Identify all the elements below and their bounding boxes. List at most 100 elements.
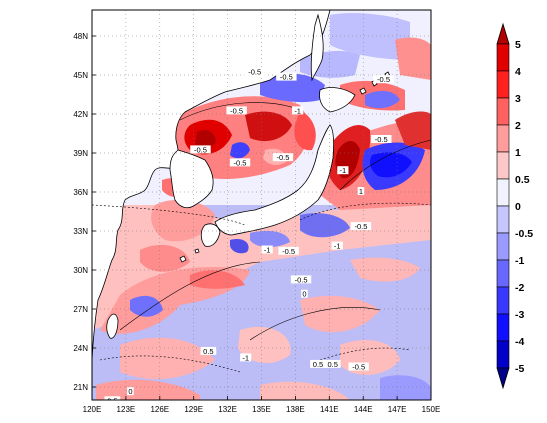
sakhalin <box>310 13 324 82</box>
contour-label-bg <box>200 346 217 355</box>
asian-mainland <box>92 10 331 361</box>
contour-label: -1 <box>340 166 347 175</box>
colorbar-label: -2 <box>515 282 524 294</box>
japan-kyushu <box>200 223 221 247</box>
colorbar-label: -0.5 <box>515 228 533 240</box>
contour-label: 0 <box>302 290 306 299</box>
lon-tick-label: 123E <box>117 405 136 414</box>
lon-tick-label: 138E <box>286 405 305 414</box>
colorbar-swatch <box>496 124 510 153</box>
contour-label-bg <box>240 353 252 362</box>
colorbar-swatch <box>496 151 510 180</box>
contour-label: -0.5 <box>375 135 388 144</box>
contour-label-bg <box>261 245 273 254</box>
lon-tick-label: 147E <box>388 405 407 414</box>
contour-label-bg <box>310 359 326 368</box>
lat-tick-label: 36N <box>73 188 88 197</box>
contour-label: -0.5 <box>248 67 261 76</box>
contour-label: -0.5 <box>194 145 207 154</box>
contour-label-bg <box>290 275 312 284</box>
lon-tick-label: 141E <box>320 405 339 414</box>
contour-label: -0.5 <box>295 275 308 284</box>
colorbar-label: 5 <box>515 39 521 51</box>
contour-label: -0.5 <box>230 106 243 115</box>
lat-tick-label: 33N <box>73 227 88 236</box>
colorbar-swatch <box>496 286 510 315</box>
contour-label-bg <box>373 75 394 84</box>
lat-tick-label: 42N <box>73 110 88 119</box>
contour-label-bg <box>301 289 308 298</box>
lon-tick-label: 150E <box>422 405 441 414</box>
map-panel: -0.5 -0.5 -0.5 -1 -0.5 -0.5 -0.5 -0.5 -0.5 -1 1 -0.… <box>73 9 441 422</box>
colorbar-label: -5 <box>515 363 524 375</box>
contour-label: -0.5 <box>277 153 290 162</box>
contour-label-bg <box>348 362 369 371</box>
lon-tick-label: 135E <box>252 405 271 414</box>
contour-label-bg <box>292 106 304 115</box>
colorbar-swatch <box>496 70 510 99</box>
colorbar-swatch <box>496 313 510 342</box>
contour-label: -0.5 <box>234 158 247 167</box>
lon-tick-label: 132E <box>218 405 237 414</box>
contour-label: -0.5 <box>377 75 390 84</box>
lon-tick-label: 120E <box>83 405 102 414</box>
lon-tick-label: 126E <box>150 405 169 414</box>
colorbar-label: -3 <box>515 309 524 321</box>
contour-label-bg <box>324 359 341 368</box>
contour-label-bg <box>190 145 211 154</box>
gridlines <box>92 10 431 400</box>
colorbar-top-triangle <box>496 22 510 45</box>
contour-lines <box>92 102 431 373</box>
contour-label-bg <box>350 222 372 231</box>
lat-tick-label: 30N <box>73 266 88 275</box>
korean-peninsula <box>169 149 214 209</box>
colorbar-label: -4 <box>515 336 524 348</box>
contour-label: -0.5 <box>352 363 365 372</box>
contour-label: -1 <box>242 353 249 362</box>
colorbar-label: 0 <box>515 201 521 213</box>
contour-label: -0.5 <box>282 247 295 256</box>
lon-tick-layer: 120E 123E 126E 129E 132E 135E 138E 141E 144E 147E… <box>83 396 441 414</box>
contour-label-bg <box>278 246 299 255</box>
lat-tick-label: 48N <box>73 32 88 41</box>
colorbar-label: 0.5 <box>515 174 530 186</box>
lat-tick-label: 21N <box>73 383 88 392</box>
japan-hokkaido <box>319 87 356 113</box>
lon-tick-label: 129E <box>184 405 203 414</box>
contour-label: 0.5 <box>313 360 323 369</box>
contour-label: -0.5 <box>354 222 367 231</box>
contour-label-bg <box>104 396 121 400</box>
lat-tick-label: 27N <box>73 305 88 314</box>
contour-label: -0.5 <box>280 73 293 82</box>
colorbar-label: -1 <box>515 255 524 267</box>
lat-tick-label: 45N <box>73 71 88 80</box>
colorbar-label: 4 <box>515 66 521 78</box>
lat-tick-label: 24N <box>73 344 88 353</box>
colorbar-label: 1 <box>515 147 521 159</box>
contour-label-layer: -0.5 -0.5 -0.5 -1 -0.5 -0.5 -0.5 -0.5 -0.5 -1 1 -0.… <box>104 67 394 422</box>
colorbar-swatch <box>496 205 510 234</box>
contour-label: -1 <box>334 242 341 251</box>
contour-label-bg <box>320 413 327 421</box>
contour-label: -1 <box>264 246 271 255</box>
colorbar-label: 2 <box>515 120 521 132</box>
contour-label-bg <box>331 241 343 250</box>
colorbar-swatch <box>496 97 510 126</box>
contour-label-bg <box>244 67 265 76</box>
contour-label: -1 <box>294 106 301 115</box>
contour-label-bg <box>272 153 294 162</box>
colorbar-swatch <box>496 178 510 207</box>
contour-label-bg <box>127 387 134 396</box>
lon-tick-label: 144E <box>354 405 373 414</box>
colorbar-swatch <box>496 43 510 72</box>
colorbar: 5 4 3 2 1 0.5 0 -0.5 -1 -2 -3 -4 -5 <box>496 22 533 390</box>
colorbar-swatch <box>496 259 510 288</box>
lat-tick-layer: 48N 45N 42N 39N 36N 33N 30N 27N 24N 21N <box>73 32 96 392</box>
colorbar-bottom-triangle <box>496 367 510 390</box>
contour-label-bg <box>226 106 247 115</box>
contour-label-bg <box>371 135 392 143</box>
contour-label: 0 <box>322 413 326 422</box>
contour-label: 0 <box>128 387 132 396</box>
colorbar-label: 3 <box>515 93 521 105</box>
